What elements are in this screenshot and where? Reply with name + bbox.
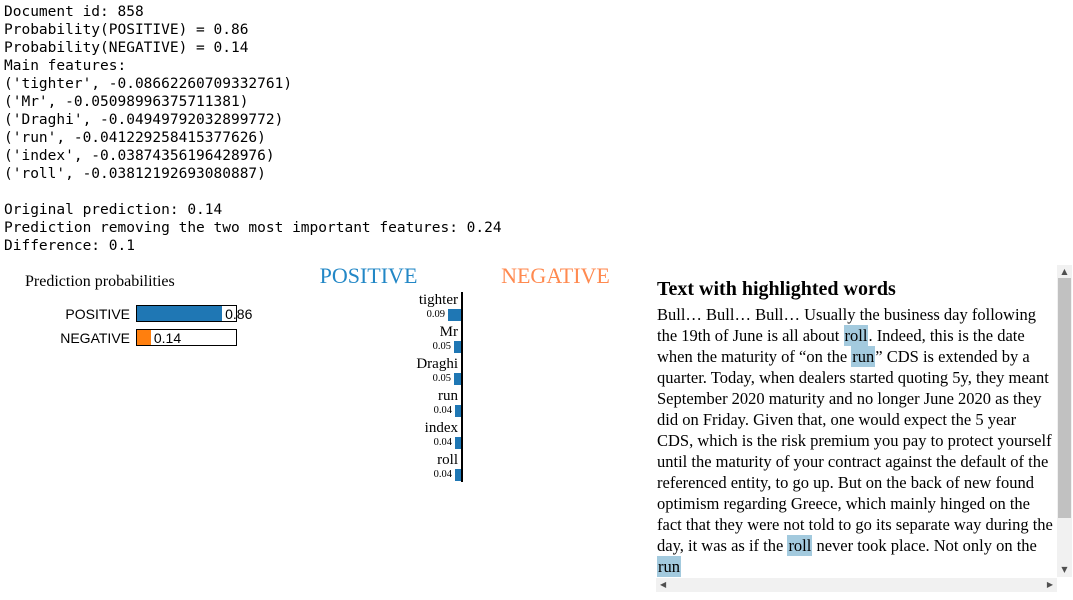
feature-row: index 0.04 (275, 420, 461, 449)
prediction-row: POSITIVE 0.86 (25, 305, 252, 322)
probability-value: 0.14 (153, 329, 182, 346)
feature-row: roll 0.04 (275, 452, 461, 481)
feature-weight-bar (448, 308, 461, 321)
probability-bar-fill (137, 306, 223, 321)
scroll-right-icon[interactable]: ▶ (1046, 580, 1053, 589)
text-content: Text with highlighted words Bull… Bull… … (657, 263, 1056, 577)
vertical-scrollbar[interactable]: ▲ ▼ (1057, 265, 1072, 577)
text-segment: . Indeed, this is the date when the matu… (657, 326, 1025, 366)
feature-row: Mr 0.05 (275, 324, 461, 353)
console-line: ('tighter', -0.08662260709332761) (4, 76, 293, 92)
feature-label: run (438, 388, 458, 404)
scroll-up-icon[interactable]: ▲ (1061, 267, 1068, 276)
negative-class-header: NEGATIVE (501, 263, 610, 288)
console-line: ('Draghi', -0.04949792032899772) (4, 112, 284, 128)
feature-weight-value: 0.05 (432, 341, 451, 352)
text-segment: never took place. Not only on the (812, 536, 1037, 555)
scroll-down-icon[interactable]: ▼ (1061, 565, 1068, 574)
explanation-chart: POSITIVE NEGATIVE tighter 0.09 Mr 0.05 Dragh… (275, 261, 649, 484)
horizontal-scrollbar[interactable]: ◀ ▶ (656, 578, 1057, 592)
class-headers: POSITIVE NEGATIVE (275, 261, 649, 291)
zero-axis-line (461, 292, 463, 482)
feature-row: run 0.04 (275, 388, 461, 417)
positive-class-header: POSITIVE (319, 263, 418, 288)
feature-label: index (424, 420, 458, 436)
prediction-class-label: NEGATIVE (60, 329, 130, 346)
scroll-left-icon[interactable]: ◀ (660, 580, 667, 589)
feature-weight-value: 0.09 (426, 309, 445, 320)
probability-bar-fill (137, 330, 151, 345)
feature-row: Draghi 0.05 (275, 356, 461, 385)
feature-bar-line: 0.04 (275, 436, 461, 449)
text-panel-title: Text with highlighted words (657, 278, 896, 300)
feature-bar-line: 0.04 (275, 468, 461, 481)
console-line: ('roll', -0.03812192693080887) (4, 166, 266, 182)
feature-label: Draghi (416, 356, 458, 372)
console-line: Prediction removing the two most importa… (4, 220, 502, 236)
highlighted-word: roll (787, 535, 813, 556)
console-line: ('index', -0.03874356196428976) (4, 148, 275, 164)
highlighted-word: run (657, 556, 681, 577)
prediction-probabilities-title: Prediction probabilities (25, 273, 175, 290)
document-text: Bull… Bull… Bull… Usually the business d… (657, 304, 1054, 577)
console-line: ('Mr', -0.05098996375711381) (4, 94, 249, 110)
feature-bar-line: 0.05 (275, 372, 461, 385)
feature-weight-value: 0.04 (433, 469, 452, 480)
probability-bar: 0.14 (136, 329, 237, 346)
console-line: Original prediction: 0.14 (4, 202, 223, 218)
feature-bar-line: 0.04 (275, 404, 461, 417)
feature-row: tighter 0.09 (275, 292, 461, 321)
feature-weight-bar (454, 340, 461, 353)
vertical-scrollbar-thumb[interactable] (1058, 278, 1071, 518)
console-line: Difference: 0.1 (4, 238, 135, 254)
highlighted-word: roll (843, 325, 869, 346)
feature-label: roll (437, 452, 458, 468)
feature-bar-line: 0.05 (275, 340, 461, 353)
highlighted-word: run (851, 346, 876, 367)
feature-label: tighter (418, 292, 458, 308)
text-panel: Text with highlighted words Bull… Bull… … (656, 263, 1073, 597)
prediction-row: NEGATIVE 0.14 (25, 329, 237, 346)
console-line: ('run', -0.041229258415377626) (4, 130, 266, 146)
feature-weight-bar (455, 404, 461, 417)
feature-weight-bar (455, 436, 461, 449)
feature-weight-bar (454, 372, 461, 385)
text-segment: ” CDS is extended by a quarter. Today, w… (657, 347, 1053, 555)
feature-bar-line: 0.09 (275, 308, 461, 321)
console-output: Document id: 858 Probability(POSITIVE) = … (4, 3, 502, 255)
text-segment: Bull… Bull… Bull… Usually the business d… (657, 305, 1037, 345)
probability-bar: 0.86 (136, 305, 252, 322)
console-line (4, 183, 502, 201)
feature-weight-value: 0.05 (432, 373, 451, 384)
feature-rows: tighter 0.09 Mr 0.05 Draghi 0.05 run 0.04 index 0… (275, 292, 461, 481)
probability-value: 0.86 (225, 305, 253, 322)
console-line: Probability(POSITIVE) = 0.86 (4, 22, 249, 38)
feature-weight-value: 0.04 (433, 405, 452, 416)
prediction-class-label: POSITIVE (65, 305, 130, 322)
feature-weight-value: 0.04 (433, 437, 452, 448)
console-line: Probability(NEGATIVE) = 0.14 (4, 40, 249, 56)
feature-weight-bar (455, 468, 461, 481)
console-line: Main features: (4, 58, 127, 74)
console-line: Document id: 858 (4, 4, 144, 20)
feature-label: Mr (439, 324, 458, 340)
prediction-chart: POSITIVE 0.86 NEGATIVE 0.14 (25, 305, 252, 353)
